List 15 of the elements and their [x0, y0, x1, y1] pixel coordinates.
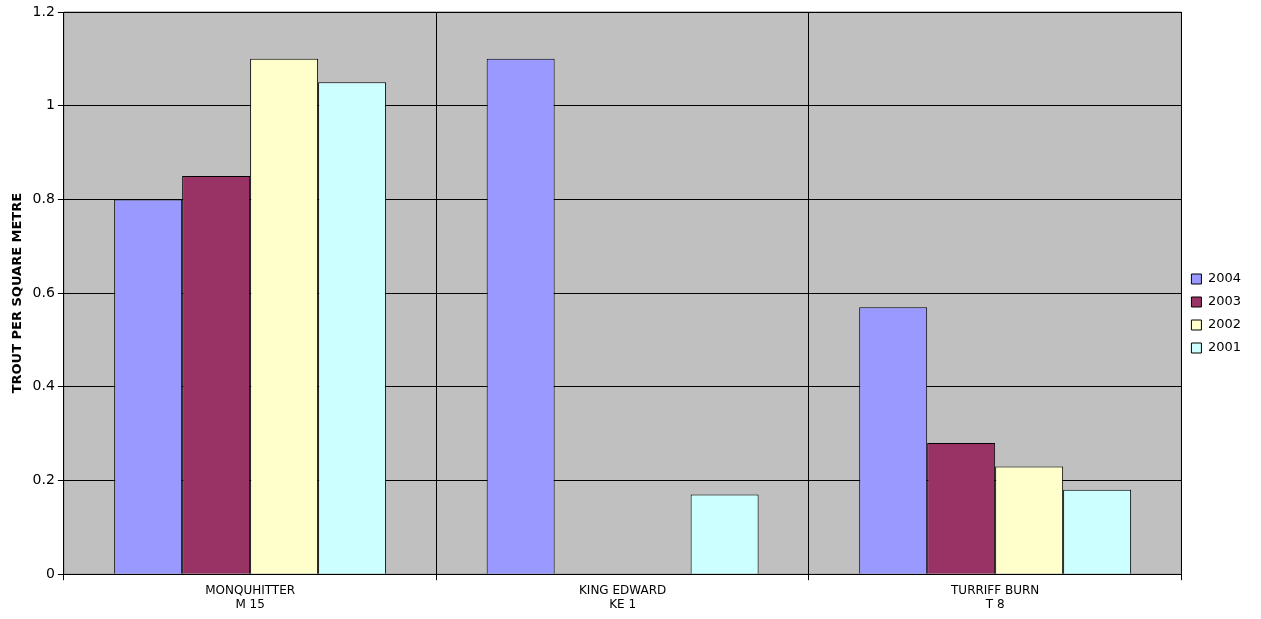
y-tick-label: 0 — [45, 564, 55, 581]
legend-label: 2002 — [1207, 316, 1242, 332]
x-tick-label: TURRIFF BURN T 8 — [950, 582, 1040, 611]
y-tick-label: 0.4 — [32, 377, 55, 394]
y-tick-label: 0.8 — [32, 190, 55, 207]
x-tick-label: MONQUHITTER M 15 — [205, 582, 296, 611]
legend-label: 2004 — [1207, 270, 1242, 286]
legend-label: 2003 — [1207, 293, 1242, 309]
y-axis-title: TROUT PER SQUARE METRE — [9, 192, 25, 394]
y-tick-label: 0.6 — [32, 283, 55, 300]
y-tick-label: 1 — [45, 96, 55, 113]
legend-label: 2001 — [1207, 339, 1242, 355]
y-tick-label: 1.2 — [32, 2, 55, 19]
x-tick-label: KING EDWARD KE 1 — [578, 582, 667, 611]
y-tick-label: 0.2 — [32, 471, 55, 488]
